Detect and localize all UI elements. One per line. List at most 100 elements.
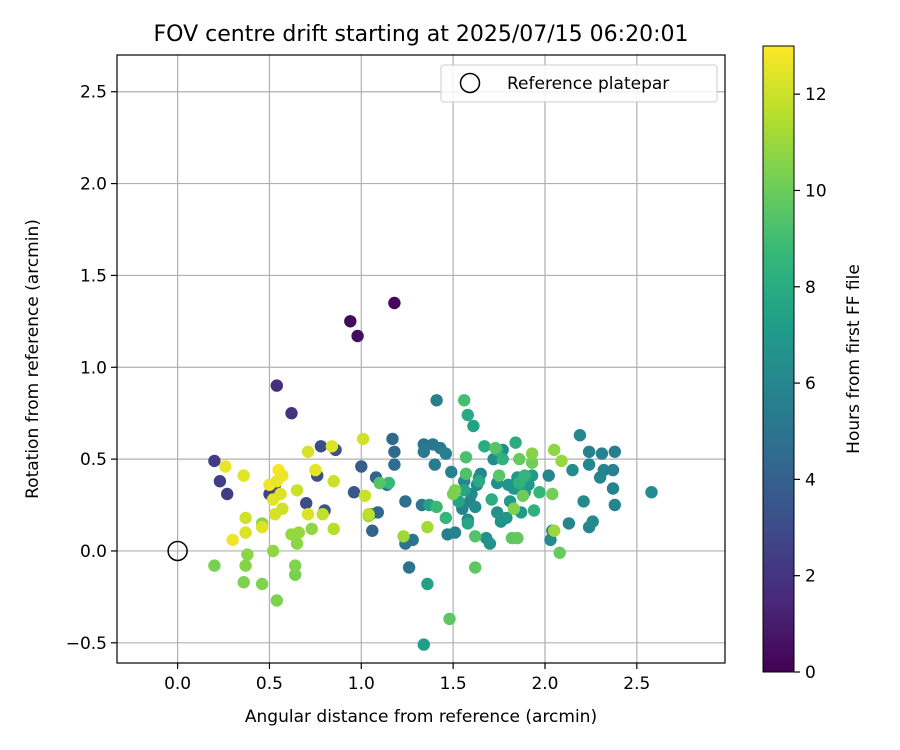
data-point xyxy=(458,484,471,497)
data-point xyxy=(237,576,250,589)
data-point xyxy=(219,460,232,473)
data-point xyxy=(489,441,502,455)
colorbar-tick-label: 10 xyxy=(805,181,827,201)
x-tick-label: 1.0 xyxy=(348,674,375,694)
data-point xyxy=(305,522,318,536)
data-point xyxy=(496,452,509,466)
data-point xyxy=(469,500,482,514)
data-point xyxy=(606,482,620,495)
data-point xyxy=(428,458,441,471)
data-point xyxy=(386,432,399,446)
reference-platepar-point xyxy=(167,540,188,562)
data-point xyxy=(459,467,473,480)
colorbar-tick-label: 6 xyxy=(805,374,816,394)
data-point xyxy=(316,508,329,521)
data-point xyxy=(417,638,430,651)
data-point xyxy=(226,533,239,547)
colorbar-tick-label: 12 xyxy=(805,85,827,105)
data-point xyxy=(608,445,621,458)
data-point xyxy=(483,537,497,550)
data-point xyxy=(500,511,513,525)
data-point xyxy=(527,504,541,517)
data-point xyxy=(270,379,283,392)
data-point xyxy=(289,568,302,581)
data-point xyxy=(518,469,531,482)
colorbar-tick-label: 8 xyxy=(805,278,816,298)
data-point xyxy=(430,394,443,407)
data-point xyxy=(492,469,506,482)
data-point xyxy=(533,486,546,499)
x-tick-label: 1.5 xyxy=(440,674,467,694)
data-point xyxy=(351,329,364,343)
data-point xyxy=(208,559,221,572)
x-tick-label: 2.0 xyxy=(531,674,558,694)
data-point xyxy=(439,511,452,525)
data-point xyxy=(421,520,434,534)
data-point xyxy=(485,493,498,506)
data-point xyxy=(309,463,322,477)
data-point xyxy=(586,515,599,528)
data-point xyxy=(548,443,561,457)
reference-marker xyxy=(167,540,188,562)
data-point xyxy=(285,407,298,420)
legend-box xyxy=(440,64,718,103)
data-point xyxy=(469,561,482,574)
data-point xyxy=(421,577,434,591)
x-axis-ticks: 0.0 0.5 1.0 1.5 2.0 2.5 xyxy=(164,663,650,694)
data-point xyxy=(255,520,269,534)
data-point xyxy=(388,458,401,471)
data-point xyxy=(301,445,315,458)
data-point xyxy=(276,502,289,515)
data-point xyxy=(373,476,386,490)
data-points xyxy=(208,296,658,651)
data-point xyxy=(388,445,401,458)
data-point xyxy=(301,508,315,521)
data-point xyxy=(292,526,305,539)
data-point xyxy=(382,476,396,490)
x-tick-label: 0.0 xyxy=(164,674,191,694)
colorbar-tick-label: 2 xyxy=(805,567,816,587)
data-point xyxy=(270,594,283,607)
data-point xyxy=(448,484,462,497)
colorbar-label: Hours from first FF file xyxy=(844,264,864,454)
data-point xyxy=(388,296,401,310)
data-point xyxy=(542,469,555,482)
legend-open-circle-marker xyxy=(459,72,481,94)
data-point xyxy=(327,522,340,536)
data-point xyxy=(399,495,412,508)
data-point xyxy=(546,487,559,501)
data-point xyxy=(478,440,491,453)
data-point xyxy=(525,456,539,469)
data-point xyxy=(461,408,474,422)
x-axis-label: Angular distance from reference (arcmin) xyxy=(245,707,597,727)
data-point xyxy=(445,465,458,479)
data-point xyxy=(516,489,530,502)
data-point xyxy=(577,495,590,508)
y-tick-label: −0.5 xyxy=(66,634,107,654)
data-point xyxy=(509,436,522,449)
data-point xyxy=(513,452,526,466)
data-point xyxy=(402,561,416,574)
data-point xyxy=(582,458,596,471)
data-point xyxy=(356,432,370,446)
data-point xyxy=(347,486,361,499)
data-point xyxy=(548,524,561,537)
colorbar-ticks: 0 2 4 6 8 10 12 xyxy=(794,85,827,683)
data-point xyxy=(507,502,520,515)
data-point xyxy=(597,463,610,477)
y-tick-label: 2.5 xyxy=(80,83,107,103)
data-point xyxy=(459,451,473,464)
data-point xyxy=(525,447,539,460)
data-point xyxy=(300,497,313,510)
data-point xyxy=(472,475,486,488)
data-point xyxy=(608,498,621,512)
data-point xyxy=(276,469,289,482)
y-axis-ticks: −0.5 0.0 0.5 1.0 1.5 2.0 2.5 xyxy=(66,83,117,654)
data-point xyxy=(397,530,410,543)
data-point xyxy=(417,445,430,458)
data-point xyxy=(645,486,658,499)
data-point xyxy=(467,419,480,433)
data-point xyxy=(573,429,587,442)
data-point xyxy=(314,440,328,453)
